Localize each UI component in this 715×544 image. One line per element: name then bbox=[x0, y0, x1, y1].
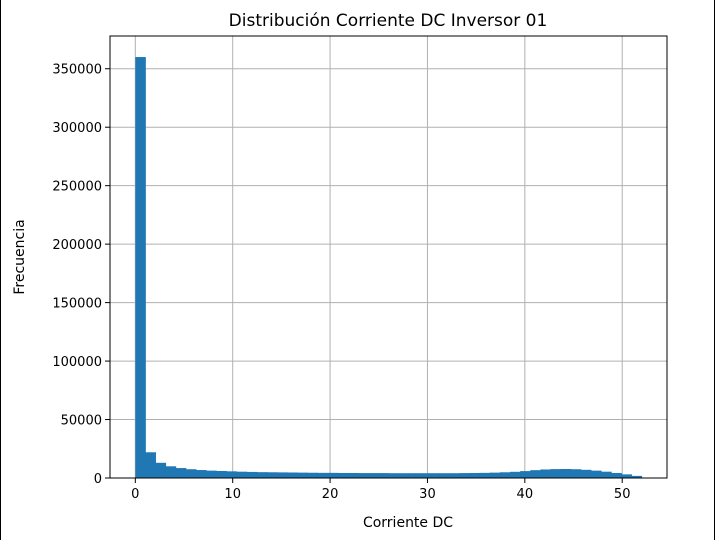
histogram-bar bbox=[560, 468, 572, 478]
histogram-bar bbox=[368, 473, 379, 478]
histogram-bar bbox=[246, 471, 258, 478]
histogram-bar bbox=[408, 473, 420, 478]
y-tick-label: 100000 bbox=[52, 355, 102, 370]
histogram-bar bbox=[510, 471, 521, 478]
histogram-bar bbox=[216, 470, 227, 478]
histogram-bar bbox=[540, 469, 551, 478]
histogram-bar bbox=[489, 472, 501, 478]
x-tick-label: 50 bbox=[614, 487, 631, 502]
histogram-bar bbox=[398, 473, 410, 478]
histogram-bar bbox=[499, 472, 511, 478]
histogram-bar bbox=[530, 470, 541, 478]
histogram-bar bbox=[591, 470, 602, 478]
histogram-bar bbox=[145, 452, 156, 478]
histogram-bar bbox=[277, 472, 288, 478]
histogram-bar bbox=[631, 475, 643, 478]
histogram-bar bbox=[185, 469, 197, 478]
histogram-bar bbox=[337, 472, 349, 478]
histogram-bar bbox=[479, 472, 491, 478]
histogram-bar bbox=[388, 473, 400, 478]
plot-frame bbox=[109, 35, 668, 479]
histogram-bar bbox=[196, 470, 207, 478]
histogram-bar bbox=[459, 473, 470, 478]
x-tick-label: 20 bbox=[322, 487, 339, 502]
histogram-bar bbox=[611, 472, 622, 478]
histogram-bar bbox=[155, 462, 167, 478]
histogram-bar bbox=[601, 471, 612, 478]
histogram-bar bbox=[449, 473, 460, 478]
histogram-bar bbox=[580, 469, 592, 478]
histogram-bar bbox=[327, 472, 339, 478]
histogram-bar bbox=[429, 473, 440, 478]
y-tick-label: 50000 bbox=[61, 414, 102, 429]
x-tick-label: 0 bbox=[131, 487, 139, 502]
y-tick-label: 200000 bbox=[52, 238, 102, 253]
histogram-bar bbox=[206, 470, 217, 478]
histogram-bar bbox=[358, 473, 369, 478]
histogram-bar bbox=[621, 474, 632, 478]
x-tick-label: 30 bbox=[419, 487, 436, 502]
histogram-bar bbox=[287, 472, 298, 478]
x-tick-label: 40 bbox=[517, 487, 534, 502]
bar-layer bbox=[135, 57, 643, 479]
chart-title: Distribución Corriente DC Inversor 01 bbox=[229, 11, 548, 31]
y-tick-label: 300000 bbox=[52, 121, 102, 136]
histogram-bar bbox=[439, 473, 450, 478]
histogram-bar bbox=[347, 472, 359, 478]
left-edge-border bbox=[0, 0, 1, 540]
histogram-bar bbox=[469, 472, 481, 478]
axes-layer: 0 10 20 30 40 50 0 50000 100000 150000 200000 25000… bbox=[52, 35, 668, 502]
histogram-bar bbox=[297, 472, 308, 478]
histogram-bar bbox=[550, 469, 562, 478]
y-tick-label: 150000 bbox=[52, 297, 102, 312]
y-tick-label: 350000 bbox=[52, 63, 102, 78]
histogram-bar bbox=[266, 472, 278, 478]
x-tick-label: 10 bbox=[224, 487, 241, 502]
histogram-bar bbox=[236, 471, 248, 478]
y-tick-label: 0 bbox=[94, 472, 102, 487]
plot-background bbox=[110, 36, 667, 478]
histogram-bar bbox=[165, 466, 177, 478]
histogram-bar bbox=[570, 469, 582, 478]
histogram-bar bbox=[317, 472, 329, 478]
histogram-bar bbox=[256, 472, 268, 478]
histogram-bar bbox=[226, 471, 237, 478]
y-tick-label: 250000 bbox=[52, 180, 102, 195]
histogram-bar bbox=[175, 468, 187, 478]
histogram-bar bbox=[135, 57, 146, 479]
grid-layer bbox=[110, 36, 667, 479]
histogram-bar bbox=[378, 473, 389, 478]
histogram-bar bbox=[418, 473, 430, 478]
x-axis-label: Corriente DC bbox=[363, 515, 453, 531]
y-axis-label: Frecuencia bbox=[12, 219, 28, 294]
histogram-bar bbox=[520, 471, 531, 478]
histogram-bar bbox=[307, 472, 319, 478]
